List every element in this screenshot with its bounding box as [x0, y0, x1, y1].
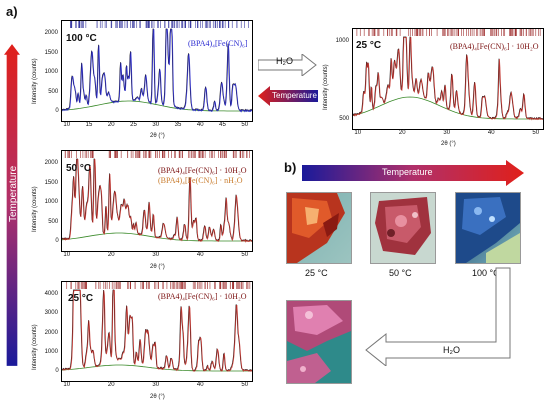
x-tick-label: 20 [107, 122, 115, 128]
x-tick-label: 20 [398, 130, 406, 136]
plot-50c-xlabel: 2θ (°) [150, 264, 165, 270]
reference-stick-marks [356, 29, 541, 36]
plot-25c-bottom-ylabel: Intensity (counts) [32, 324, 38, 370]
xrd-plot-25c-bottom [61, 281, 253, 382]
temperature-arrow-horizontal [302, 160, 524, 186]
calculated-pattern [353, 37, 543, 121]
x-tick-label: 25 [130, 122, 137, 128]
y-tick-label: 1500 [44, 49, 58, 56]
reference-stick-marks [64, 151, 250, 158]
x-tick-label: 30 [152, 382, 160, 388]
background-curve [62, 364, 251, 372]
x-tick-label: 40 [487, 130, 495, 136]
temperature-horizontal-label: Temperature [382, 167, 433, 177]
x-tick-label: 35 [174, 122, 182, 128]
plot-50c-formula-1: (BPA4)₄[Fe(CN)₆] · 10H₂O [158, 166, 247, 175]
x-tick-label: 40 [196, 382, 204, 388]
photo-caption-25c: 25 °C [305, 268, 328, 278]
xrd-plot-25c-bottom-graph [62, 282, 252, 373]
y-tick-label: 500 [48, 218, 59, 225]
x-tick-label: 30 [152, 122, 160, 128]
x-tick-label: 10 [63, 252, 71, 258]
plot-100c-xlabel: 2θ (°) [150, 133, 165, 139]
x-tick-label: 40 [196, 122, 204, 128]
calculated-pattern [62, 29, 252, 113]
crystal-photo-25c [286, 192, 352, 264]
plot-25c-top-formula: (BPA4)₄[Fe(CN)₆] · 10H₂O [450, 42, 539, 51]
water-arrow-right [258, 54, 317, 76]
plot-25c-bottom-formula: (BPA4)₄[Fe(CN)₆] · 10H₂O [158, 292, 247, 301]
crystal-photo-50c [370, 192, 436, 264]
x-tick-label: 30 [152, 252, 160, 258]
x-tick-label: 10 [354, 130, 362, 136]
xrd-plot-25c-top [352, 28, 544, 130]
xrd-plot-25c-top-graph [353, 29, 543, 121]
x-tick-label: 40 [196, 252, 204, 258]
plot-25c-top-xlabel: 2θ (°) [441, 141, 456, 147]
xrd-plot-100c [61, 20, 253, 122]
y-tick-label: 1000 [44, 348, 58, 355]
calculated-pattern [62, 159, 252, 243]
reference-stick-marks [70, 21, 249, 28]
y-tick-label: 2000 [44, 30, 58, 36]
x-tick-label: 30 [443, 130, 451, 136]
y-tick-label: 2000 [44, 329, 58, 336]
y-tick-label: 500 [339, 116, 350, 122]
plot-50c-temp: 50 °C [66, 163, 92, 174]
photo-caption-100c: 100 °C [472, 268, 500, 278]
temperature-vertical-label: Temperature [8, 165, 19, 222]
plot-25c-top-ylabel: Intensity (counts) [323, 64, 329, 110]
water-arrow-label: H₂O [276, 56, 293, 66]
y-tick-label: 1000 [335, 38, 349, 44]
y-tick-label: 4000 [44, 291, 58, 297]
x-tick-label: 50 [241, 382, 249, 388]
panel-a-label: a) [6, 4, 18, 19]
water-return-label: H₂O [443, 345, 460, 355]
x-tick-label: 45 [219, 122, 226, 128]
x-tick-label: 20 [107, 382, 115, 388]
temperature-arrow-left-label: Temperature [272, 91, 317, 100]
xrd-plot-50c [61, 150, 253, 252]
calculated-pattern [62, 290, 252, 373]
y-tick-label: 1500 [44, 179, 58, 186]
y-tick-label: 1000 [44, 199, 58, 205]
plot-100c-formula: (BPA4)₄[Fe(CN)₆] [188, 39, 248, 48]
background-curve [62, 100, 251, 112]
photo-caption-50c: 50 °C [389, 268, 412, 278]
plot-25c-top-temp: 25 °C [356, 40, 382, 51]
xrd-plot-100c-graph [62, 21, 252, 113]
x-tick-label: 10 [63, 122, 71, 128]
water-return-arrow [365, 267, 511, 366]
plot-25c-bottom-temp: 25 °C [68, 293, 94, 304]
x-tick-label: 10 [63, 382, 71, 388]
crystal-photo-100c [455, 192, 521, 264]
y-tick-label: 0 [55, 108, 59, 114]
y-tick-label: 0 [55, 368, 59, 374]
x-tick-label: 50 [241, 252, 249, 258]
panel-b-label: b) [284, 160, 297, 175]
y-tick-label: 3000 [44, 310, 58, 317]
temperature-arrow-left [258, 86, 318, 106]
x-tick-label: 15 [85, 122, 93, 128]
y-tick-label: 1000 [44, 69, 58, 75]
y-tick-label: 2000 [44, 160, 58, 166]
reference-stick-marks [66, 282, 251, 289]
plot-100c-ylabel: Intensity (counts) [32, 58, 38, 104]
x-tick-label: 20 [107, 252, 115, 258]
background-curve [353, 96, 542, 120]
y-tick-label: 0 [55, 238, 59, 244]
x-tick-label: 50 [241, 122, 249, 128]
temperature-arrow-vertical [4, 44, 20, 366]
plot-50c-formula-2: (BPA4)₄[Fe(CN)₆] · nH₂O [158, 176, 243, 185]
plot-100c-temp: 100 °C [66, 33, 97, 44]
x-tick-label: 50 [532, 130, 540, 136]
plot-50c-ylabel: Intensity (counts) [32, 186, 38, 232]
y-tick-label: 500 [48, 88, 59, 95]
xrd-plot-50c-graph [62, 151, 252, 243]
crystal-photo-rehydrated [286, 300, 352, 384]
plot-25c-bottom-xlabel: 2θ (°) [150, 394, 165, 400]
